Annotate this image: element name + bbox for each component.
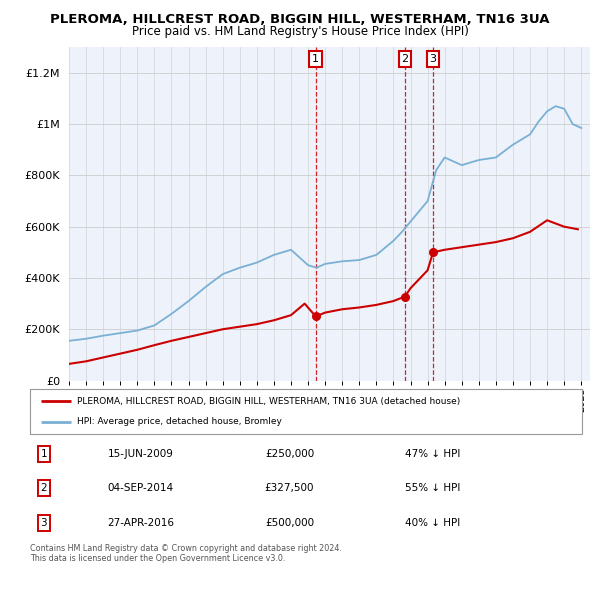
Text: PLEROMA, HILLCREST ROAD, BIGGIN HILL, WESTERHAM, TN16 3UA: PLEROMA, HILLCREST ROAD, BIGGIN HILL, WE…: [50, 13, 550, 26]
Text: £500,000: £500,000: [265, 517, 314, 527]
Text: Price paid vs. HM Land Registry's House Price Index (HPI): Price paid vs. HM Land Registry's House …: [131, 25, 469, 38]
Text: 04-SEP-2014: 04-SEP-2014: [107, 483, 173, 493]
Text: £250,000: £250,000: [265, 449, 314, 459]
Text: PLEROMA, HILLCREST ROAD, BIGGIN HILL, WESTERHAM, TN16 3UA (detached house): PLEROMA, HILLCREST ROAD, BIGGIN HILL, WE…: [77, 397, 460, 406]
Text: 2: 2: [401, 54, 409, 64]
Text: 55% ↓ HPI: 55% ↓ HPI: [405, 483, 461, 493]
Text: 1: 1: [312, 54, 319, 64]
Text: 2: 2: [40, 483, 47, 493]
Text: 1: 1: [40, 449, 47, 459]
Text: 3: 3: [430, 54, 437, 64]
Text: 15-JUN-2009: 15-JUN-2009: [107, 449, 173, 459]
Text: 40% ↓ HPI: 40% ↓ HPI: [406, 517, 461, 527]
Text: HPI: Average price, detached house, Bromley: HPI: Average price, detached house, Brom…: [77, 417, 282, 426]
Text: £327,500: £327,500: [265, 483, 314, 493]
Text: 3: 3: [40, 517, 47, 527]
Text: Contains HM Land Registry data © Crown copyright and database right 2024.
This d: Contains HM Land Registry data © Crown c…: [30, 544, 342, 563]
Text: 47% ↓ HPI: 47% ↓ HPI: [405, 449, 461, 459]
Text: 27-APR-2016: 27-APR-2016: [107, 517, 174, 527]
FancyBboxPatch shape: [30, 389, 582, 434]
